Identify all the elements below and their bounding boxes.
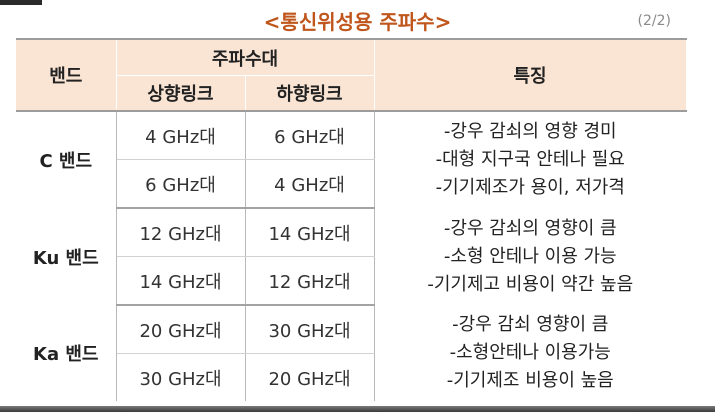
table-row: 30 GHz대 20 GHz대 — [16, 353, 686, 401]
frequency-table: 밴드 주파수대 특징 상향링크 하향링크 C 밴드 4 GHz대 6 GHz대 … — [16, 38, 687, 401]
header-downlink: 하향링크 — [245, 75, 375, 112]
uplink-cell: 12 GHz대 — [116, 208, 246, 257]
top-dark-block — [0, 0, 42, 5]
feature-line: -강우 감쇠의 영향이 큼 — [443, 217, 617, 239]
band-name: Ka 밴드 — [16, 305, 117, 401]
downlink-cell: 4 GHz대 — [245, 159, 375, 209]
table-row: C 밴드 4 GHz대 6 GHz대 -강우 감쇠의 영향 경미 -대형 지구국… — [16, 111, 686, 208]
uplink-cell: 4 GHz대 — [116, 111, 246, 160]
uplink-cell: 20 GHz대 — [116, 305, 246, 354]
header-row-1: 밴드 주파수대 특징 — [16, 38, 687, 112]
feature-line: -강우 감쇠 영향이 큼 — [452, 314, 609, 335]
features-cell: -강우 감쇠의 영향 경미 -대형 지구국 안테나 필요 -기기제조가 용이, … — [374, 111, 686, 208]
table-row: Ka 밴드 20 GHz대 30 GHz대 -강우 감쇠 영향이 큼 -소형안테… — [16, 305, 686, 401]
feature-line: -기기제조 비용이 높음 — [446, 370, 614, 391]
features-cell: -강우 감쇠의 영향이 큼 -소형 안테나 이용 가능 -기기제고 비용이 약간… — [374, 208, 686, 305]
feature-line: -기기제고 비용이 약간 높음 — [427, 273, 634, 295]
downlink-cell: 20 GHz대 — [245, 353, 375, 401]
feature-line: -대형 지구국 안테나 필요 — [435, 149, 625, 170]
feature-line: -소형 안테나 이용 가능 — [443, 245, 617, 267]
header-uplink: 상향링크 — [116, 75, 246, 112]
header-features: 특징 — [374, 38, 687, 112]
header-band: 밴드 — [16, 38, 117, 112]
downlink-cell: 6 GHz대 — [245, 111, 375, 160]
feature-line: -기기제조가 용이, 저가격 — [435, 177, 625, 198]
uplink-cell: 14 GHz대 — [116, 256, 246, 306]
downlink-cell: 14 GHz대 — [245, 208, 375, 257]
top-decoration — [0, 0, 715, 5]
table-row: 6 GHz대 4 GHz대 — [16, 159, 686, 209]
page-indicator: (2/2) — [637, 13, 671, 29]
table-row: 14 GHz대 12 GHz대 — [16, 256, 686, 306]
header-row-2: 상향링크 하향링크 — [16, 75, 686, 112]
bottom-bar — [0, 406, 715, 412]
header-frequency-band: 주파수대 — [116, 38, 375, 76]
feature-line: -강우 감쇠의 영향 경미 — [443, 121, 617, 142]
band-name: Ku 밴드 — [16, 208, 117, 305]
uplink-cell: 30 GHz대 — [116, 353, 246, 401]
table-row: Ku 밴드 12 GHz대 14 GHz대 -강우 감쇠의 영향이 큼 -소형 … — [16, 208, 686, 305]
band-name: C 밴드 — [16, 111, 117, 208]
downlink-cell: 12 GHz대 — [245, 256, 375, 306]
slide-title: <통신위성용 주파수> — [263, 10, 452, 34]
uplink-cell: 6 GHz대 — [116, 159, 246, 209]
feature-line: -소형안테나 이용가능 — [449, 342, 611, 363]
downlink-cell: 30 GHz대 — [245, 305, 375, 354]
features-cell: -강우 감쇠 영향이 큼 -소형안테나 이용가능 -기기제조 비용이 높음 — [374, 305, 686, 401]
